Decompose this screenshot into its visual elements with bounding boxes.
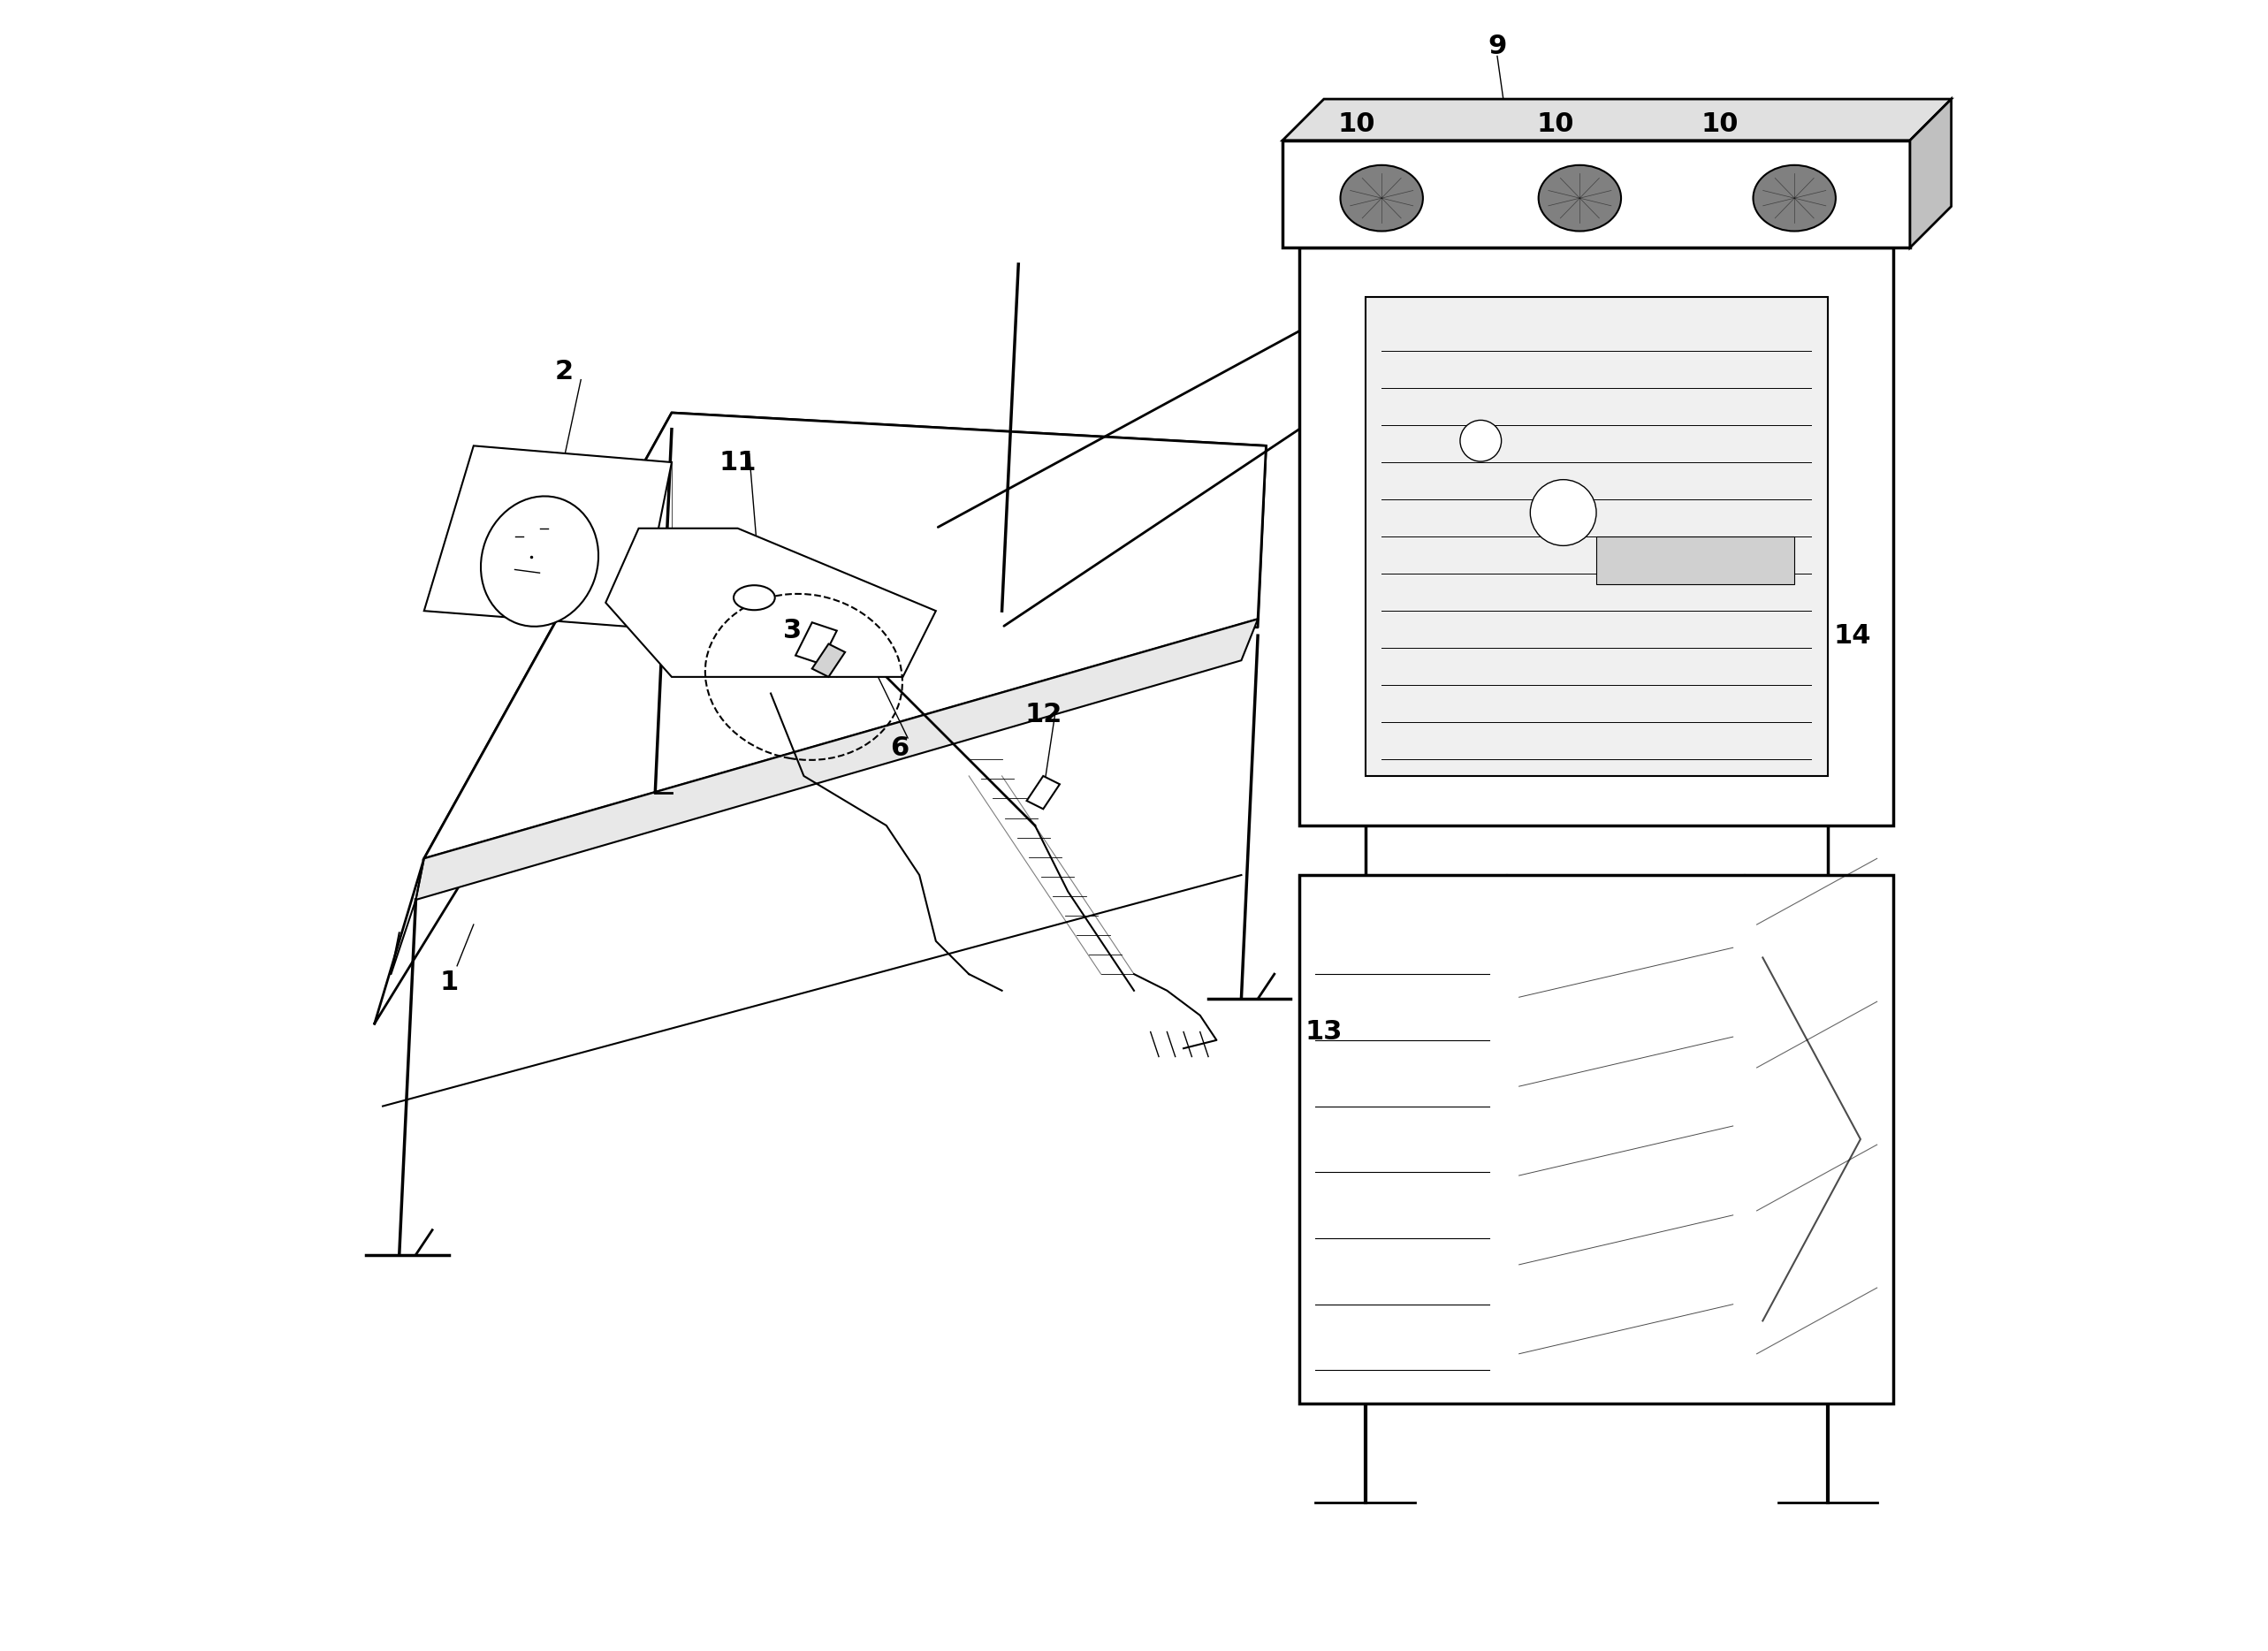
Text: 12: 12	[1025, 702, 1061, 728]
Text: 10: 10	[1338, 111, 1377, 137]
Text: 6: 6	[889, 735, 909, 761]
Polygon shape	[1910, 99, 1950, 248]
Ellipse shape	[1753, 165, 1835, 231]
Polygon shape	[424, 446, 671, 627]
Polygon shape	[424, 413, 1266, 859]
Ellipse shape	[1340, 165, 1422, 231]
Text: 14: 14	[1833, 622, 1871, 649]
Ellipse shape	[1461, 421, 1501, 461]
Polygon shape	[812, 644, 846, 677]
Polygon shape	[1027, 776, 1059, 809]
Text: 10: 10	[1701, 111, 1740, 137]
Polygon shape	[1300, 875, 1894, 1403]
Polygon shape	[606, 528, 937, 677]
Text: 2: 2	[556, 358, 574, 385]
Text: 11: 11	[719, 449, 758, 475]
Ellipse shape	[1538, 165, 1622, 231]
Ellipse shape	[733, 584, 776, 609]
Text: 13: 13	[1304, 1019, 1343, 1045]
Polygon shape	[1284, 99, 1950, 140]
Text: 9: 9	[1488, 33, 1506, 59]
Ellipse shape	[1531, 479, 1597, 545]
Polygon shape	[415, 619, 1259, 900]
Polygon shape	[1365, 297, 1828, 776]
Text: 1: 1	[440, 969, 458, 996]
Text: 3: 3	[782, 617, 801, 644]
Polygon shape	[1300, 248, 1894, 826]
Polygon shape	[1284, 140, 1910, 248]
Polygon shape	[796, 622, 837, 664]
Polygon shape	[1597, 537, 1794, 584]
Ellipse shape	[481, 497, 599, 626]
Text: 10: 10	[1535, 111, 1574, 137]
